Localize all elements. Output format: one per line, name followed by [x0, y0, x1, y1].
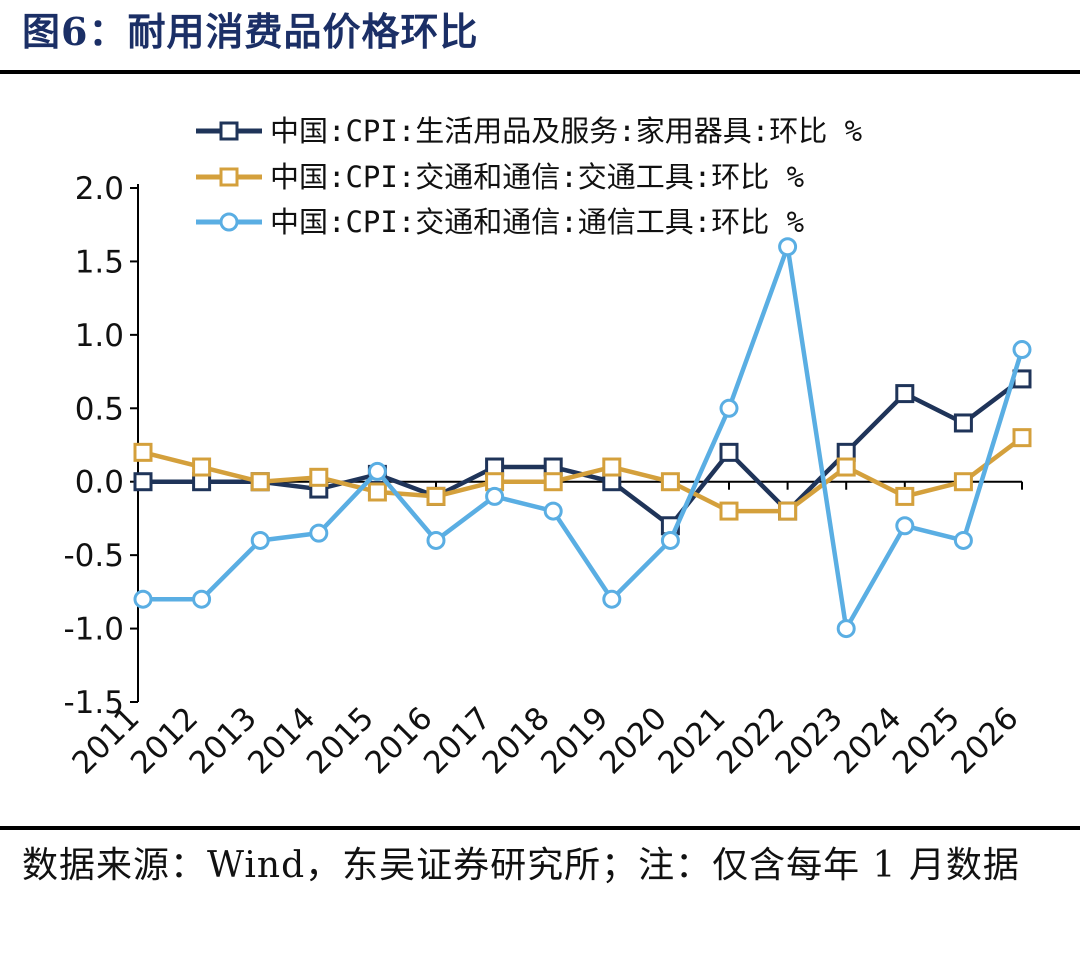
data-point	[719, 501, 739, 521]
x-tick-label: 2026	[944, 700, 1025, 781]
y-tick-label: 2.0	[75, 171, 124, 207]
x-tick-label: 2023	[769, 700, 850, 781]
data-point	[953, 472, 973, 492]
data-point	[953, 413, 973, 433]
series-line	[143, 377, 1024, 529]
data-point	[309, 523, 329, 543]
data-point	[660, 472, 680, 492]
legend-item: 中国:CPI:生活用品及服务:家用器具:环比 %	[196, 114, 862, 148]
x-tick-label: 2022	[710, 700, 791, 781]
x-tick-label: 2013	[183, 700, 264, 781]
data-point	[953, 530, 973, 550]
series-line	[143, 244, 1025, 631]
figure-title: 图6：耐用消费品价格环比	[22, 9, 479, 54]
data-point	[719, 442, 739, 462]
x-tick-label: 2015	[300, 700, 381, 781]
y-tick-label: -1.0	[64, 612, 125, 648]
legend-item: 中国:CPI:交通和通信:通信工具:环比 %	[196, 205, 804, 239]
line-chart: 2.01.51.00.50.0-0.5-1.0-1.52011201220132…	[64, 114, 1032, 781]
series-1	[133, 369, 1032, 536]
y-tick-label: 1.0	[75, 318, 124, 354]
data-point	[602, 589, 622, 609]
x-tick-label: 2012	[124, 700, 205, 781]
data-point	[1012, 428, 1032, 448]
x-tick-label: 2020	[593, 700, 674, 781]
source-note: 数据来源：Wind，东吴证券研究所；注：仅含每年 1 月数据	[22, 845, 1020, 886]
x-tick-label: 2014	[241, 700, 322, 781]
data-point	[309, 467, 329, 487]
data-point	[543, 472, 563, 492]
legend-label: 中国:CPI:交通和通信:交通工具:环比 %	[270, 160, 804, 194]
data-point	[250, 472, 270, 492]
x-tick-label: 2019	[534, 700, 615, 781]
x-tick-label: 2016	[358, 700, 439, 781]
chart-legend: 中国:CPI:生活用品及服务:家用器具:环比 % 中国:CPI:交通和通信:交通工…	[196, 114, 862, 239]
x-tick-label: 2018	[476, 700, 557, 781]
series-2	[133, 428, 1032, 521]
y-tick-label: 0.5	[75, 391, 124, 427]
data-point	[660, 530, 680, 550]
series-line	[142, 435, 1024, 514]
x-tick-label: 2025	[886, 700, 967, 781]
data-point	[192, 457, 212, 477]
data-point	[778, 501, 798, 521]
legend-marker	[219, 121, 239, 141]
data-point	[426, 486, 446, 506]
legend-item: 中国:CPI:交通和通信:交通工具:环比 %	[196, 160, 804, 194]
data-point	[895, 516, 915, 536]
data-point	[836, 457, 856, 477]
chart-series	[133, 237, 1032, 639]
data-point	[602, 457, 622, 477]
legend-label: 中国:CPI:交通和通信:通信工具:环比 %	[270, 205, 804, 239]
series-3	[133, 237, 1032, 639]
y-tick-label: -1.5	[64, 685, 125, 721]
data-point	[367, 461, 387, 481]
data-point	[543, 501, 563, 521]
data-point	[133, 472, 153, 492]
x-tick-label: 2017	[417, 700, 498, 781]
data-point	[895, 486, 915, 506]
x-tick-label: 2021	[651, 700, 732, 781]
data-point	[836, 619, 856, 639]
y-tick-label: 0.0	[75, 465, 124, 501]
data-point	[133, 442, 153, 462]
data-point	[192, 589, 212, 609]
data-point	[895, 384, 915, 404]
data-point	[367, 482, 387, 502]
data-point	[133, 589, 153, 609]
legend-marker	[219, 212, 239, 232]
x-tick-label: 2024	[827, 700, 908, 781]
data-point	[426, 530, 446, 550]
y-tick-label: 1.5	[75, 244, 124, 280]
y-tick-label: -0.5	[64, 538, 125, 574]
bottom-rule	[0, 826, 1080, 830]
data-point	[778, 237, 798, 257]
data-point	[1012, 340, 1032, 360]
legend-label: 中国:CPI:生活用品及服务:家用器具:环比 %	[270, 114, 862, 148]
top-rule	[0, 70, 1080, 74]
data-point	[485, 486, 505, 506]
legend-marker	[219, 167, 239, 187]
data-point	[719, 398, 739, 418]
data-point	[250, 530, 270, 550]
